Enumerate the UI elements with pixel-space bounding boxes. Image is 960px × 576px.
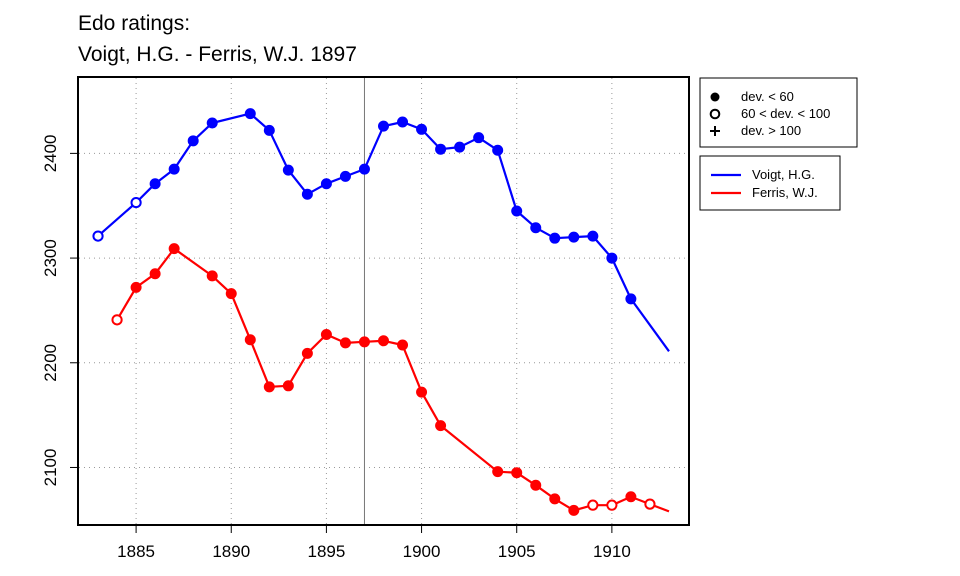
series-line (116, 247, 670, 513)
data-point (511, 467, 523, 479)
series-line (97, 112, 670, 352)
data-point (168, 163, 180, 175)
data-point (244, 334, 256, 346)
x-tick-label: 1890 (212, 542, 250, 561)
data-point (397, 339, 409, 351)
data-point (111, 314, 123, 326)
data-point (301, 188, 313, 200)
chart-title-line-1: Edo ratings: (78, 12, 190, 35)
data-point (168, 243, 180, 255)
grid (79, 78, 688, 524)
plot-frame (77, 76, 690, 526)
legend-open-circle-icon (709, 108, 721, 120)
data-point (397, 116, 409, 128)
x-tick-label: 1895 (307, 542, 345, 561)
y-tick-label: 2100 (41, 449, 60, 487)
series-ferris-w-j- (111, 243, 670, 516)
data-point (492, 466, 504, 478)
data-point (416, 123, 428, 135)
data-point (606, 499, 618, 511)
data-point (549, 232, 561, 244)
series-legend-label: Voigt, H.G. (752, 167, 815, 182)
data-point (435, 143, 447, 155)
marker-legend-label: dev. > 100 (741, 123, 801, 138)
data-point (530, 479, 542, 491)
data-point (263, 381, 275, 393)
data-point (263, 124, 275, 136)
data-point (282, 380, 294, 392)
data-point (130, 281, 142, 293)
data-point (625, 491, 637, 503)
data-point (549, 493, 561, 505)
data-point (587, 499, 599, 511)
chart-title-line-2: Voigt, H.G. - Ferris, W.J. 1897 (78, 43, 357, 66)
data-point (244, 108, 256, 120)
data-point (320, 329, 332, 341)
data-point (587, 230, 599, 242)
data-point (92, 230, 104, 242)
legend-filled-dot-icon (710, 92, 720, 102)
y-tick-label: 2300 (41, 239, 60, 277)
data-point (339, 337, 351, 349)
data-point (149, 178, 161, 190)
series-legend: Voigt, H.G. Ferris, W.J. (699, 155, 841, 211)
series-legend-label: Ferris, W.J. (752, 185, 818, 200)
data-point (130, 196, 142, 209)
data-point (644, 498, 656, 510)
x-tick-label: 1900 (403, 542, 441, 561)
marker-legend-label: dev. < 60 (741, 89, 794, 104)
data-point (530, 222, 542, 234)
y-tick-label: 2400 (41, 134, 60, 172)
y-tick-label: 2200 (41, 344, 60, 382)
x-tick-label: 1885 (117, 542, 155, 561)
data-point (473, 132, 485, 144)
data-point (568, 231, 580, 243)
data-point (320, 178, 332, 190)
series-group (92, 108, 670, 516)
data-point (435, 420, 447, 432)
data-point (339, 170, 351, 182)
series-legend-box (699, 155, 841, 211)
data-point (282, 164, 294, 176)
data-point (625, 293, 637, 305)
data-point (149, 268, 161, 280)
data-point (301, 347, 313, 359)
data-point (416, 386, 428, 398)
data-point (225, 288, 237, 300)
data-point (187, 135, 199, 147)
axes: 1885 1890 1895 1900 1905 1910 2100 2200 2300 2400 (41, 134, 631, 561)
data-point (378, 120, 389, 132)
marker-legend-box (699, 77, 858, 148)
x-tick-label: 1910 (593, 542, 631, 561)
data-point (206, 117, 218, 129)
marker-legend: dev. < 60 60 < dev. < 100 dev. > 100 (699, 77, 858, 148)
x-tick-label: 1905 (498, 542, 536, 561)
data-point (606, 252, 618, 264)
data-point (358, 336, 370, 348)
data-point (492, 144, 504, 156)
data-point (358, 163, 370, 175)
series-voigt-h-g- (92, 108, 670, 352)
data-point (511, 205, 523, 217)
data-point (568, 504, 580, 516)
marker-legend-label: 60 < dev. < 100 (741, 106, 830, 121)
data-point (454, 141, 466, 153)
data-point (206, 270, 218, 282)
data-point (378, 335, 389, 347)
